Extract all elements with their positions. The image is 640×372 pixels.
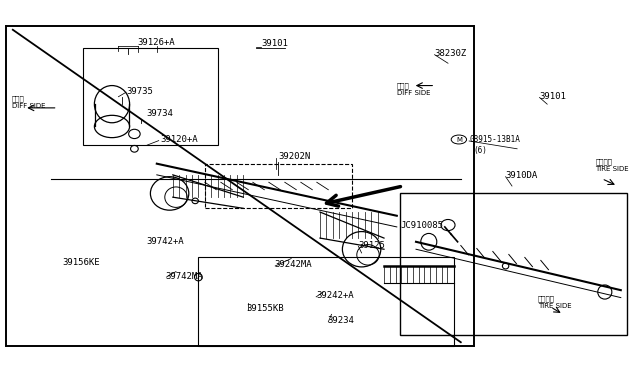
Text: デフ側
DIFF SIDE: デフ側 DIFF SIDE: [12, 96, 45, 109]
Text: 39742MA: 39742MA: [165, 272, 203, 280]
Text: JC910085: JC910085: [400, 221, 443, 230]
Text: 39125: 39125: [358, 241, 385, 250]
Text: 39126+A: 39126+A: [138, 38, 175, 47]
Text: タイヤ側
TIRE SIDE: タイヤ側 TIRE SIDE: [538, 295, 572, 309]
Text: (6): (6): [474, 146, 488, 155]
Text: 39120+A: 39120+A: [160, 135, 198, 144]
Text: 39156KE: 39156KE: [62, 258, 100, 267]
Text: 39734: 39734: [146, 109, 173, 118]
Text: M: M: [456, 137, 462, 142]
Text: 3910DA: 3910DA: [506, 171, 538, 180]
Text: 39735: 39735: [126, 87, 153, 96]
Text: 39101: 39101: [540, 92, 566, 101]
Text: 39101: 39101: [261, 39, 288, 48]
Text: 38230Z: 38230Z: [435, 49, 467, 58]
Text: 39234: 39234: [328, 316, 355, 325]
Text: 39242MA: 39242MA: [274, 260, 312, 269]
Text: デフ側
DIFF SIDE: デフ側 DIFF SIDE: [397, 83, 430, 96]
Text: 08915-13B1A: 08915-13B1A: [469, 135, 520, 144]
Text: 39155KB: 39155KB: [246, 304, 284, 312]
Text: 39242+A: 39242+A: [316, 291, 354, 300]
Text: 39742+A: 39742+A: [146, 237, 184, 246]
Text: タイヤ側
TIRE SIDE: タイヤ側 TIRE SIDE: [595, 159, 629, 172]
Text: 39202N: 39202N: [278, 153, 310, 161]
